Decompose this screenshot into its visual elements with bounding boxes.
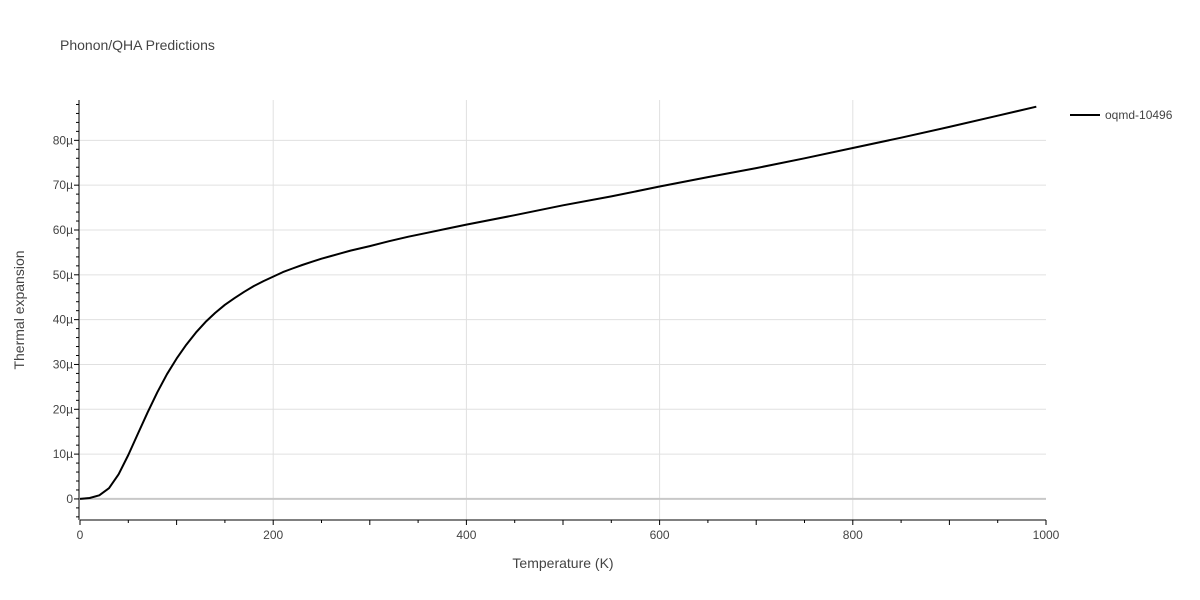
y-tick-label: 60µ: [53, 223, 73, 237]
x-tick-label: 200: [263, 528, 283, 542]
y-tick-labels: 0 10µ 20µ 30µ 40µ 50µ 60µ 70µ 80µ: [53, 133, 74, 506]
x-tick-label: 0: [77, 528, 84, 542]
x-tick-label: 400: [456, 528, 476, 542]
y-tick-label: 50µ: [53, 268, 73, 282]
x-axis-title: Temperature (K): [512, 555, 613, 571]
y-tick-label: 0: [66, 492, 73, 506]
y-tick-label: 80µ: [53, 133, 73, 147]
y-tick-label: 10µ: [53, 447, 73, 461]
axes: [74, 100, 1047, 525]
y-axis-title: Thermal expansion: [11, 250, 27, 369]
chart-title: Phonon/QHA Predictions: [60, 37, 215, 53]
legend[interactable]: oqmd-10496: [1070, 108, 1173, 122]
y-tick-label: 40µ: [53, 313, 73, 327]
x-tick-label: 600: [650, 528, 670, 542]
legend-label: oqmd-10496: [1105, 108, 1173, 122]
x-tick-labels: 0 200 400 600 800 1000: [77, 528, 1060, 542]
x-tick-label: 800: [843, 528, 863, 542]
series-line: [79, 105, 1037, 500]
y-tick-label: 70µ: [53, 178, 73, 192]
series-layer: [79, 105, 1037, 500]
y-tick-label: 30µ: [53, 357, 73, 371]
grid: [80, 100, 1046, 520]
x-tick-label: 1000: [1033, 528, 1060, 542]
y-tick-label: 20µ: [53, 402, 73, 416]
